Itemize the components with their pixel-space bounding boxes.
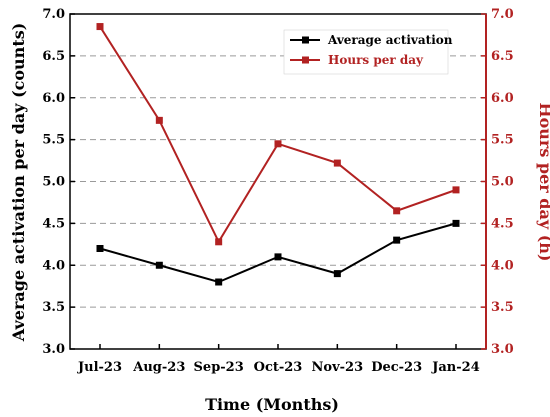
data-point (155, 116, 163, 124)
legend-swatch-marker (302, 56, 309, 64)
legend-swatch-marker (302, 36, 309, 44)
left-tick-label: 4.0 (42, 258, 65, 273)
x-tick-label: Sep-23 (194, 360, 244, 375)
left-tick-label: 5.0 (42, 175, 65, 190)
legend-label: Average activation (327, 33, 453, 47)
x-tick-label: Dec-23 (371, 360, 422, 375)
y-axis-title: Average activation per day (counts) (9, 23, 28, 343)
grid-lines (70, 55, 486, 308)
left-tick-label: 3.0 (42, 342, 65, 357)
x-tick-label: Nov-23 (312, 360, 364, 375)
series-layer (96, 23, 460, 286)
data-point (155, 261, 163, 269)
right-tick-label: 3.0 (491, 342, 514, 357)
left-tick-label: 5.5 (42, 133, 65, 148)
series-line (99, 222, 457, 284)
legend-label: Hours per day (328, 53, 424, 67)
data-point (96, 245, 104, 252)
y2-axis-title: Hours per day (h) (536, 103, 550, 262)
left-tick-label: 6.0 (42, 91, 65, 106)
left-tick-label: 6.5 (42, 49, 65, 64)
right-tick-label: 6.0 (491, 91, 514, 106)
left-tick-label: 7.0 (42, 7, 65, 22)
left-axis-ticks: 3.0 3.5 4.0 4.5 5.0 5.5 6.0 6.5 7.0 (42, 7, 75, 357)
data-point (393, 207, 401, 215)
x-axis-ticks: Jul-23 Aug-23 Sep-23 Oct-23 Nov-23 Dec-23 Jan-… (77, 344, 480, 375)
data-point (452, 219, 460, 227)
left-tick-label: 4.5 (42, 216, 65, 231)
right-tick-label: 4.0 (491, 258, 514, 273)
data-point (393, 236, 401, 244)
right-axis-ticks: 3.0 3.5 4.0 4.5 5.0 5.5 6.0 6.5 7.0 (481, 7, 514, 357)
data-point (215, 278, 223, 286)
legend: Average activation Hours per day (283, 29, 453, 75)
x-tick-label: Aug-23 (132, 360, 185, 375)
x-tick-label: Jan-24 (431, 360, 480, 375)
x-axis-title: Time (Months) (205, 395, 339, 414)
data-point (215, 238, 223, 246)
right-tick-label: 5.5 (491, 133, 514, 148)
right-tick-label: 3.5 (491, 300, 514, 315)
x-tick-label: Oct-23 (254, 360, 303, 375)
data-point (274, 253, 282, 261)
data-point (96, 23, 104, 31)
right-tick-label: 4.5 (491, 216, 514, 231)
x-tick-label: Jul-23 (77, 360, 122, 375)
legend-box (283, 29, 449, 75)
data-point (452, 186, 460, 194)
right-tick-label: 6.5 (491, 49, 514, 64)
left-tick-label: 3.5 (42, 300, 65, 315)
right-tick-label: 7.0 (491, 7, 514, 22)
data-point (274, 140, 282, 148)
data-point (333, 270, 341, 278)
right-tick-label: 5.0 (491, 175, 514, 190)
data-point (333, 159, 341, 167)
